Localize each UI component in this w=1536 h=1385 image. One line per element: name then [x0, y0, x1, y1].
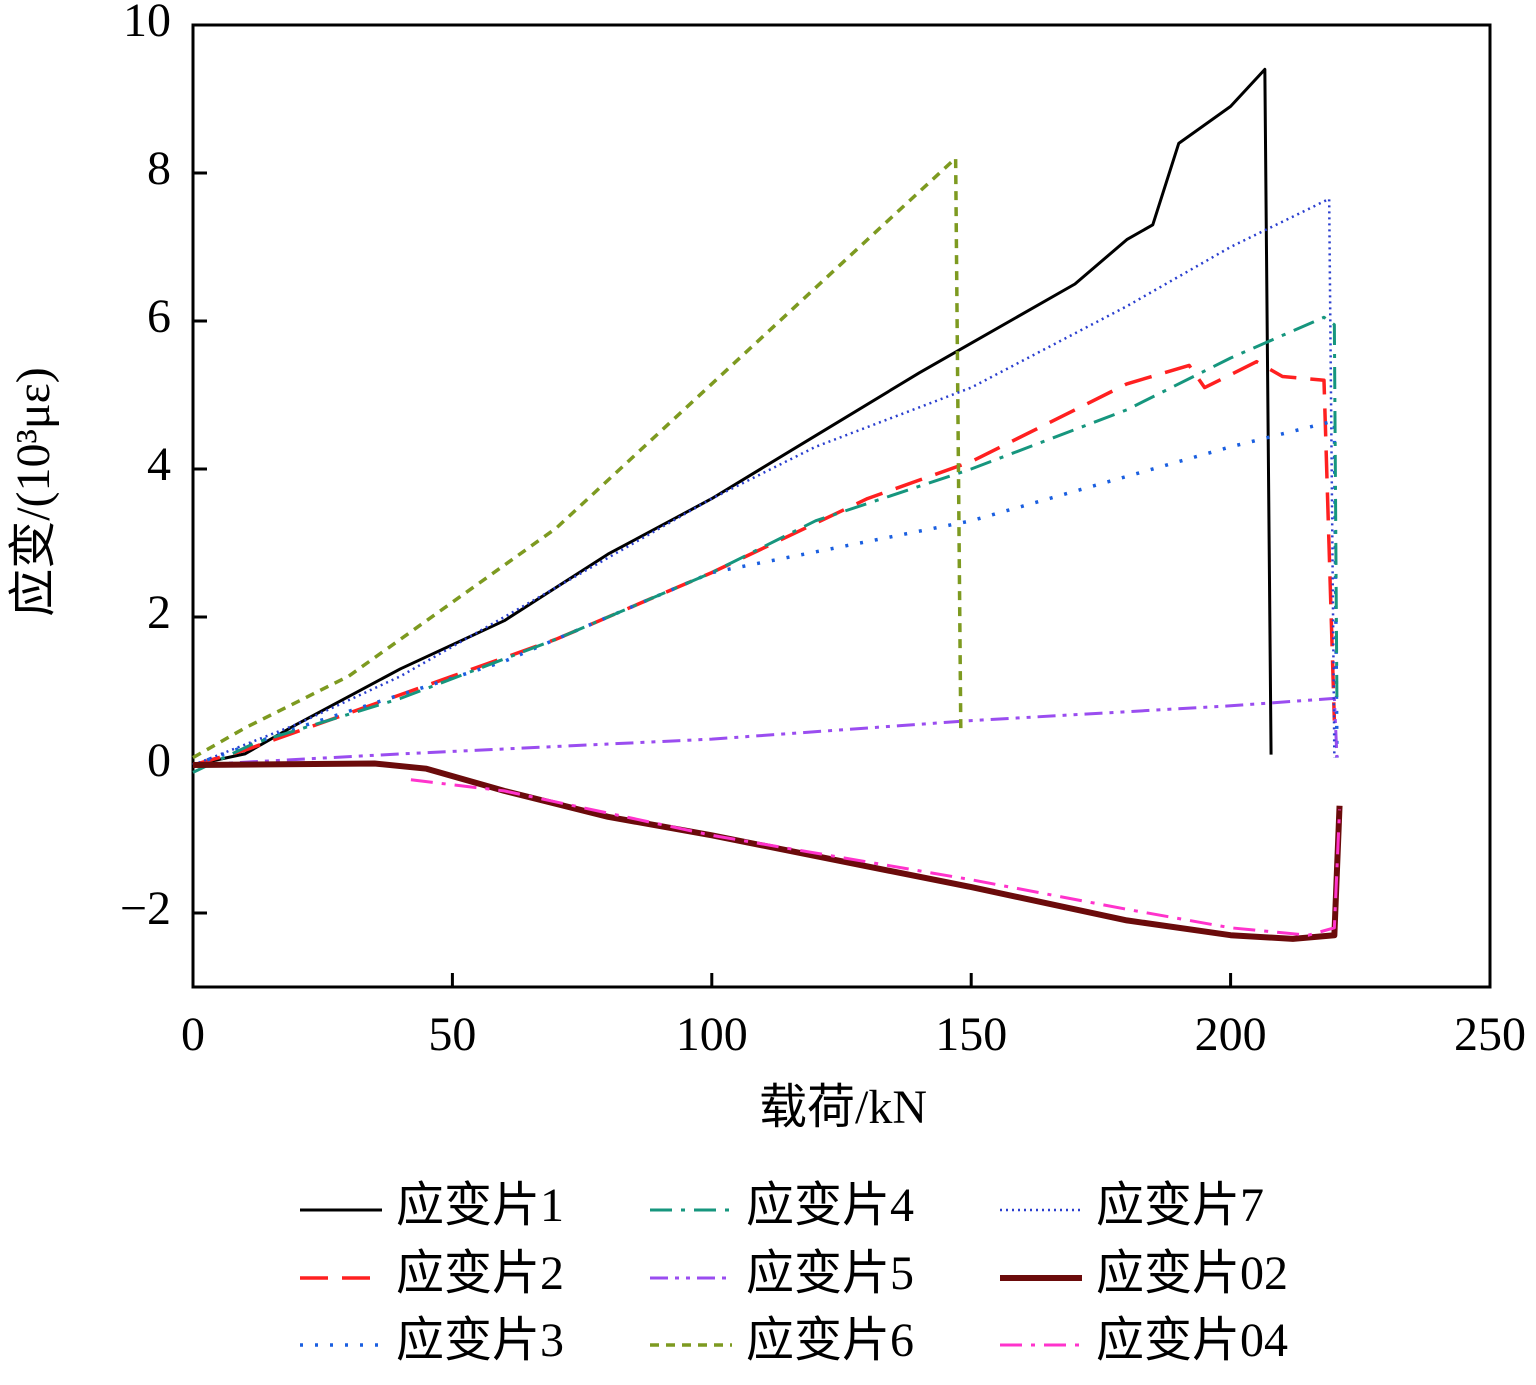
legend-label: 应变片5: [746, 1247, 914, 1300]
legend-label: 应变片2: [396, 1247, 564, 1300]
legend-label: 应变片7: [1096, 1179, 1264, 1232]
series-line: [192, 156, 963, 760]
y-tick-label: 6: [147, 290, 171, 343]
y-tick-label: 2: [147, 586, 171, 639]
legend-label: 应变片1: [396, 1179, 564, 1232]
y-axis-label: 应变/(10³με): [7, 367, 60, 617]
series-line: [192, 315, 1339, 774]
y-tick-label: 10: [123, 0, 171, 47]
legend-label: 应变片3: [396, 1314, 564, 1367]
x-tick-label: 150: [935, 1008, 1007, 1061]
series-line: [192, 67, 1273, 767]
y-tick-label: 0: [147, 734, 171, 787]
x-tick-label: 50: [428, 1008, 476, 1061]
x-tick-label: 0: [181, 1008, 205, 1061]
x-axis-label: 载荷/kN: [759, 1081, 927, 1134]
series-line: [192, 760, 1343, 942]
x-tick-label: 100: [676, 1008, 748, 1061]
series-line: [192, 197, 1336, 767]
y-tick-label: 8: [147, 142, 171, 195]
legend-label: 应变片6: [746, 1314, 914, 1367]
series-line: [410, 778, 1342, 937]
x-tick-label: 250: [1454, 1008, 1526, 1061]
series-line: [192, 419, 1339, 767]
y-tick-label: −2: [120, 882, 171, 935]
legend-label: 应变片4: [746, 1179, 914, 1232]
x-tick-label: 200: [1195, 1008, 1267, 1061]
plot-frame: [191, 23, 1492, 989]
legend-label: 应变片04: [1096, 1314, 1288, 1367]
series-line: [192, 359, 1337, 767]
y-tick-label: 4: [147, 438, 171, 491]
legend-label: 应变片02: [1096, 1247, 1288, 1300]
